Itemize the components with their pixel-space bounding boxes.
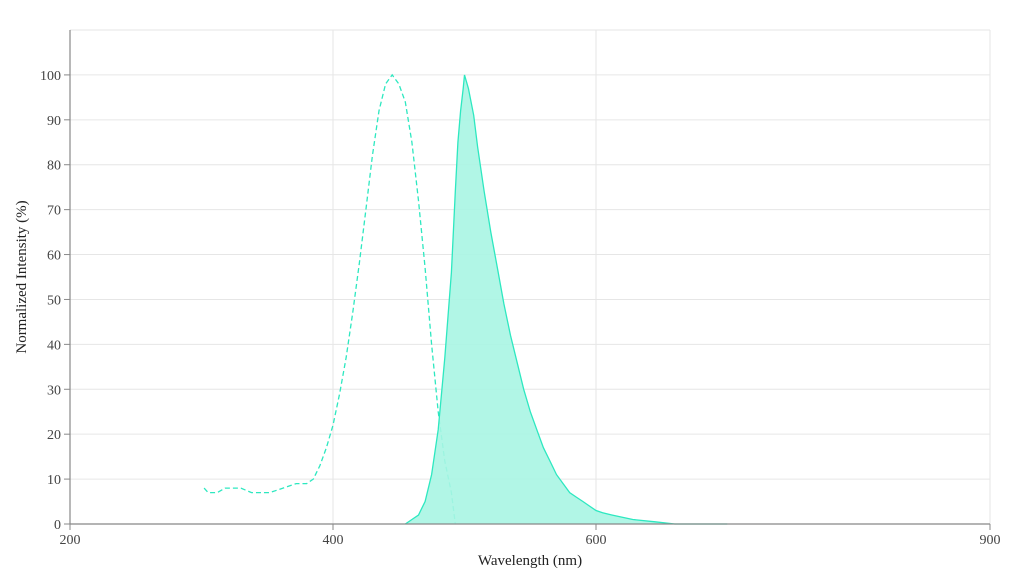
x-axis-title: Wavelength (nm) (478, 553, 582, 569)
x-tick-label: 400 (323, 533, 344, 548)
y-axis-title: Normalized Intensity (%) (14, 200, 30, 353)
emission-area-fill (405, 74, 728, 525)
y-tick-label: 50 (47, 293, 61, 308)
series-layer (203, 73, 728, 525)
y-tick-label: 10 (47, 473, 61, 488)
y-tick-label: 90 (47, 114, 61, 129)
x-tick-label: 600 (586, 533, 607, 548)
tick-labels: 0 10 20 30 40 50 60 70 80 90 100 200 400 600 900 (40, 69, 1001, 548)
y-tick-label: 30 (47, 383, 61, 398)
x-tick-label: 200 (60, 533, 81, 548)
x-tick-label: 900 (980, 533, 1001, 548)
y-tick-label: 100 (40, 69, 61, 84)
y-tick-label: 0 (54, 518, 61, 533)
y-tick-label: 60 (47, 249, 61, 264)
axes (64, 30, 991, 530)
grid-lines (70, 29, 991, 524)
excitation-curve (203, 73, 456, 525)
y-tick-label: 40 (47, 338, 61, 353)
y-tick-label: 80 (47, 159, 61, 174)
y-tick-label: 70 (47, 204, 61, 219)
emission-curve (404, 74, 728, 525)
y-tick-label: 20 (47, 428, 61, 443)
